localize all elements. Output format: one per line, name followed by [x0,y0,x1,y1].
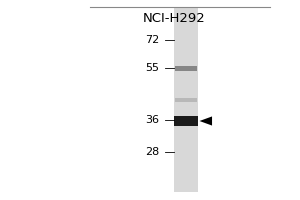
Text: 28: 28 [145,147,159,157]
Bar [174,8,198,192]
Bar [175,98,197,102]
Text: 55: 55 [145,63,159,73]
Polygon shape [200,116,212,126]
Text: 36: 36 [145,115,159,125]
Bar [175,66,197,71]
Bar [174,116,198,126]
Text: NCI-H292: NCI-H292 [142,11,206,24]
Text: 72: 72 [145,35,159,45]
